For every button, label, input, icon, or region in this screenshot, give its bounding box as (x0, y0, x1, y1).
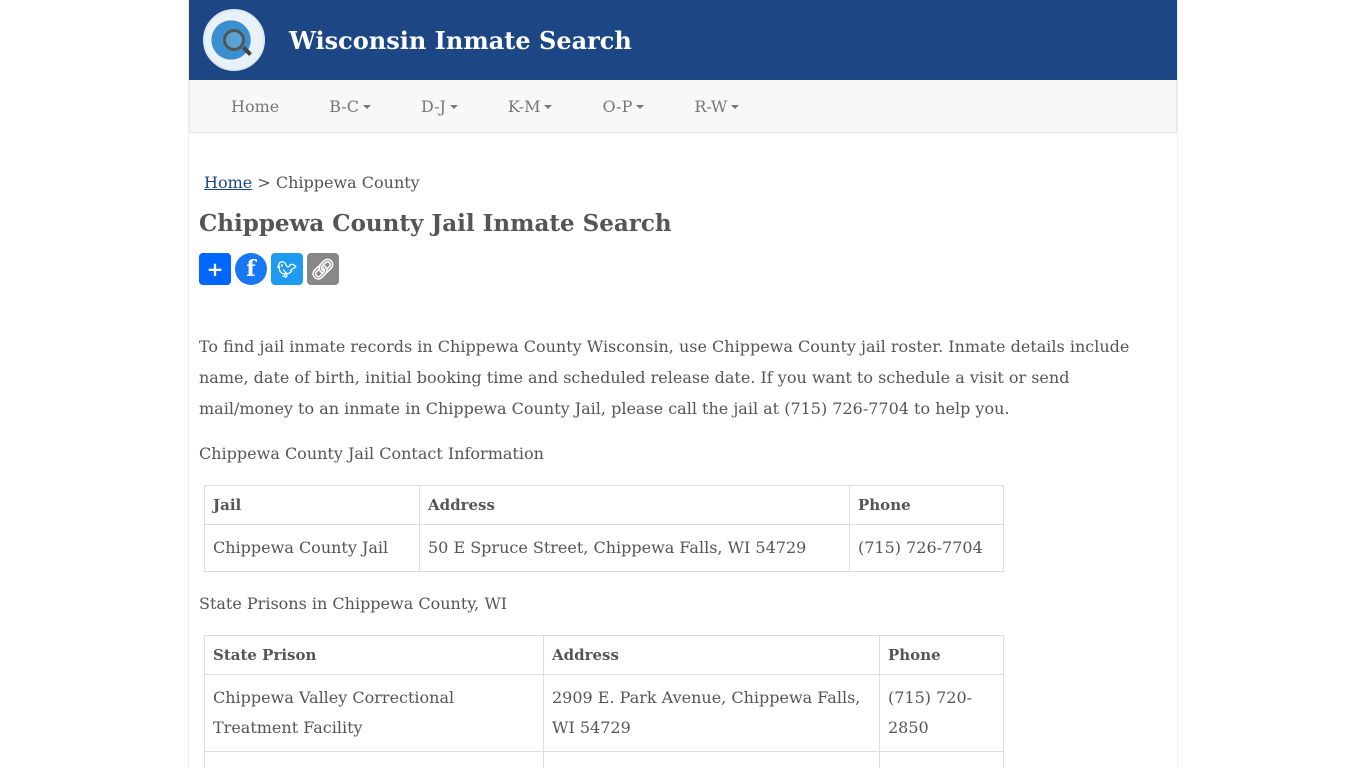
table-row: Chippewa Valley Correctional Treatment F… (204, 674, 1004, 752)
column-header: Address (543, 635, 880, 675)
nav-r-w[interactable]: R-W (694, 96, 740, 116)
table-cell (879, 751, 1004, 768)
prison-address: 2909 E. Park Avenue, Chippewa Falls, WI … (543, 674, 880, 752)
breadcrumb-current: Chippewa County (275, 173, 420, 192)
nav-label: O-P (602, 96, 633, 116)
caret-down-icon (449, 105, 458, 109)
caret-down-icon (636, 105, 645, 109)
nav-label: D-J (420, 96, 446, 116)
nav-home[interactable]: Home (231, 96, 280, 116)
nav-k-m[interactable]: K-M (508, 97, 553, 116)
table-header-row: Jail Address Phone (204, 485, 1004, 525)
breadcrumb-home[interactable]: Home (204, 173, 253, 192)
column-header: Phone (879, 635, 1004, 675)
table-row (204, 751, 1004, 768)
prison-phone: (715) 720-2850 (879, 674, 1004, 752)
share-buttons: + f 🐦︎ 🔗︎ (199, 253, 1167, 285)
prison-name: Chippewa Valley Correctional Treatment F… (204, 674, 544, 752)
page-title: Chippewa County Jail Inmate Search (199, 210, 672, 237)
site-title[interactable]: Wisconsin Inmate Search (289, 25, 632, 55)
table-row: Chippewa County Jail 50 E Spruce Street,… (204, 524, 1004, 572)
jail-contact-heading: Chippewa County Jail Contact Information (199, 444, 544, 463)
breadcrumb-separator: > (257, 173, 271, 192)
jail-address: 50 E Spruce Street, Chippewa Falls, WI 5… (419, 524, 850, 572)
nav-b-c[interactable]: B-C (329, 97, 371, 116)
breadcrumb: Home > Chippewa County (199, 173, 1167, 192)
nav-label: K-M (507, 96, 541, 116)
table-cell (543, 751, 880, 768)
twitter-icon[interactable]: 🐦︎ (271, 253, 303, 285)
nav-label: R-W (694, 96, 728, 116)
state-prisons-heading: State Prisons in Chippewa County, WI (199, 594, 508, 613)
nav-d-j[interactable]: D-J (421, 97, 458, 116)
main-content: Home > Chippewa County Chippewa County J… (189, 173, 1177, 768)
caret-down-icon (362, 105, 371, 109)
site-header: Wisconsin Inmate Search (189, 0, 1177, 80)
copy-link-icon[interactable]: 🔗︎ (307, 253, 339, 285)
page-container: Wisconsin Inmate Search Home B-C D-J K-M… (188, 0, 1178, 768)
share-plus-icon[interactable]: + (199, 253, 231, 285)
column-header: Phone (849, 485, 1004, 525)
column-header: Address (419, 485, 850, 525)
main-nav: Home B-C D-J K-M O-P R-W (189, 80, 1177, 133)
nav-o-p[interactable]: O-P (602, 96, 645, 116)
jail-name: Chippewa County Jail (204, 524, 420, 572)
column-header: State Prison (204, 635, 544, 675)
nav-label: B-C (329, 96, 359, 116)
caret-down-icon (544, 105, 553, 109)
column-header: Jail (204, 485, 420, 525)
table-header-row: State Prison Address Phone (204, 635, 1004, 675)
intro-paragraph: To find jail inmate records in Chippewa … (199, 337, 1130, 418)
jail-contact-table: Jail Address Phone Chippewa County Jail … (204, 485, 1004, 572)
facebook-icon[interactable]: f (235, 253, 267, 285)
table-cell (204, 751, 544, 768)
jail-phone: (715) 726-7704 (849, 524, 1004, 572)
wisconsin-map-logo-icon[interactable] (203, 9, 265, 71)
state-prisons-table: State Prison Address Phone Chippewa Vall… (204, 635, 1004, 768)
caret-down-icon (731, 105, 740, 109)
